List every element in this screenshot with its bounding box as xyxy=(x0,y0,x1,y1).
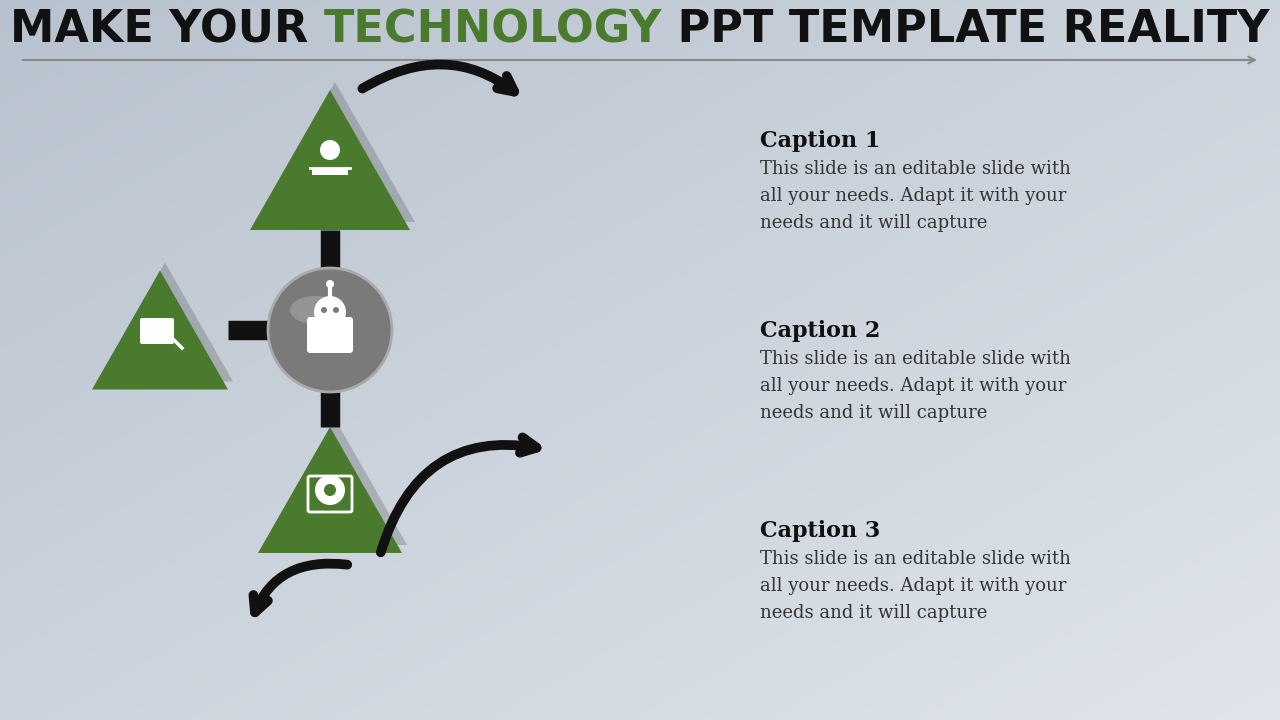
Polygon shape xyxy=(97,263,233,382)
Polygon shape xyxy=(262,419,407,545)
Polygon shape xyxy=(312,168,348,175)
Circle shape xyxy=(320,140,340,160)
Circle shape xyxy=(326,280,334,288)
Text: This slide is an editable slide with
all your needs. Adapt it with your
needs an: This slide is an editable slide with all… xyxy=(760,160,1071,232)
Circle shape xyxy=(268,268,392,392)
Text: Caption 2: Caption 2 xyxy=(760,320,881,342)
Circle shape xyxy=(324,484,335,496)
Circle shape xyxy=(314,296,346,328)
Text: TECHNOLOGY: TECHNOLOGY xyxy=(324,9,662,52)
Text: This slide is an editable slide with
all your needs. Adapt it with your
needs an: This slide is an editable slide with all… xyxy=(760,550,1071,622)
FancyBboxPatch shape xyxy=(307,317,353,353)
Circle shape xyxy=(315,475,346,505)
Polygon shape xyxy=(255,82,415,222)
FancyBboxPatch shape xyxy=(140,318,174,344)
Polygon shape xyxy=(92,271,228,390)
Text: Caption 3: Caption 3 xyxy=(760,520,881,542)
Text: This slide is an editable slide with
all your needs. Adapt it with your
needs an: This slide is an editable slide with all… xyxy=(760,350,1071,422)
Text: Caption 1: Caption 1 xyxy=(760,130,881,152)
Polygon shape xyxy=(250,90,410,230)
Text: PPT TEMPLATE REALITY: PPT TEMPLATE REALITY xyxy=(662,9,1270,52)
Ellipse shape xyxy=(291,296,340,324)
Text: MAKE YOUR: MAKE YOUR xyxy=(10,9,324,52)
Polygon shape xyxy=(259,427,402,553)
Circle shape xyxy=(333,307,339,313)
Circle shape xyxy=(321,307,326,313)
